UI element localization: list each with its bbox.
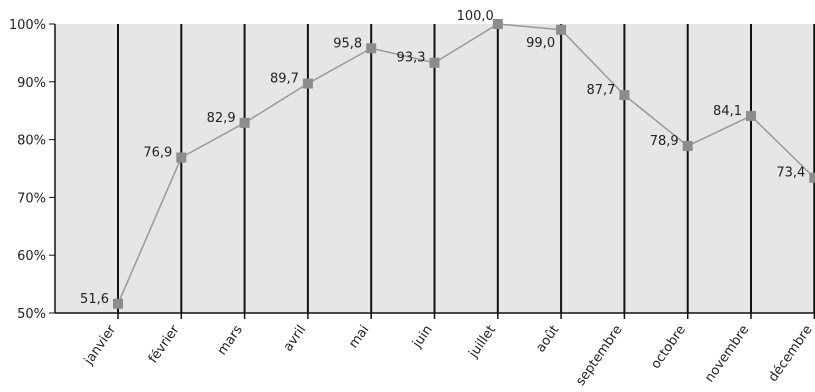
data-point-marker <box>809 172 815 183</box>
x-tick-label: janvier <box>81 322 120 368</box>
data-label: 100,0 <box>457 9 494 24</box>
x-tick-label: avril <box>281 323 309 355</box>
x-tick-label: octobre <box>648 323 689 372</box>
x-tick-label: mars <box>215 323 246 359</box>
x-tick-label: novembre <box>702 323 752 386</box>
y-tick-label: 60% <box>17 249 46 264</box>
data-label: 76,9 <box>143 146 172 161</box>
data-label: 87,7 <box>586 83 615 98</box>
x-axis: janvier février mars avril mai juin juillet aoû… <box>55 312 815 389</box>
data-point-marker <box>429 57 440 68</box>
data-label: 99,0 <box>526 36 555 51</box>
y-axis: 50% 60% 70% 80% 90% 100% <box>9 18 55 322</box>
data-label: 51,6 <box>80 292 109 307</box>
y-tick-label: 80% <box>17 134 46 149</box>
x-tick-label: février <box>146 322 183 366</box>
data-point-marker <box>682 140 693 151</box>
x-tick-label: août <box>533 323 562 356</box>
y-tick-label: 70% <box>17 191 46 206</box>
data-point-marker <box>302 78 313 89</box>
data-point-marker <box>492 19 503 29</box>
data-point-marker <box>619 90 630 101</box>
y-tick-label: 50% <box>17 307 46 322</box>
data-markers <box>113 19 815 309</box>
data-label: 78,9 <box>650 134 679 149</box>
data-point-marker <box>176 152 187 163</box>
data-label: 84,1 <box>713 104 742 119</box>
data-label: 73,4 <box>776 166 805 181</box>
data-label: 89,7 <box>270 72 299 87</box>
data-label: 82,9 <box>207 111 236 126</box>
y-tick-label: 100% <box>9 18 46 33</box>
x-tick-label: juin <box>409 323 435 352</box>
vertical-gridlines <box>54 24 815 313</box>
data-point-marker <box>556 24 567 35</box>
data-label: 95,8 <box>333 36 362 51</box>
data-point-marker <box>113 298 123 309</box>
data-point-marker <box>239 117 250 128</box>
data-point-marker <box>366 43 377 54</box>
y-tick-label: 90% <box>17 76 46 91</box>
data-label: 93,3 <box>397 51 426 66</box>
x-tick-label: juillet <box>466 323 499 362</box>
data-point-marker <box>746 110 756 121</box>
data-labels: 51,6 76,9 82,9 89,7 95,8 93,3 100,0 99,0 87,7 78,… <box>80 9 805 307</box>
x-tick-label: décembre <box>766 323 815 385</box>
series-line <box>117 23 815 305</box>
x-tick-label: septembre <box>573 323 625 389</box>
x-tick-label: mai <box>346 323 372 351</box>
